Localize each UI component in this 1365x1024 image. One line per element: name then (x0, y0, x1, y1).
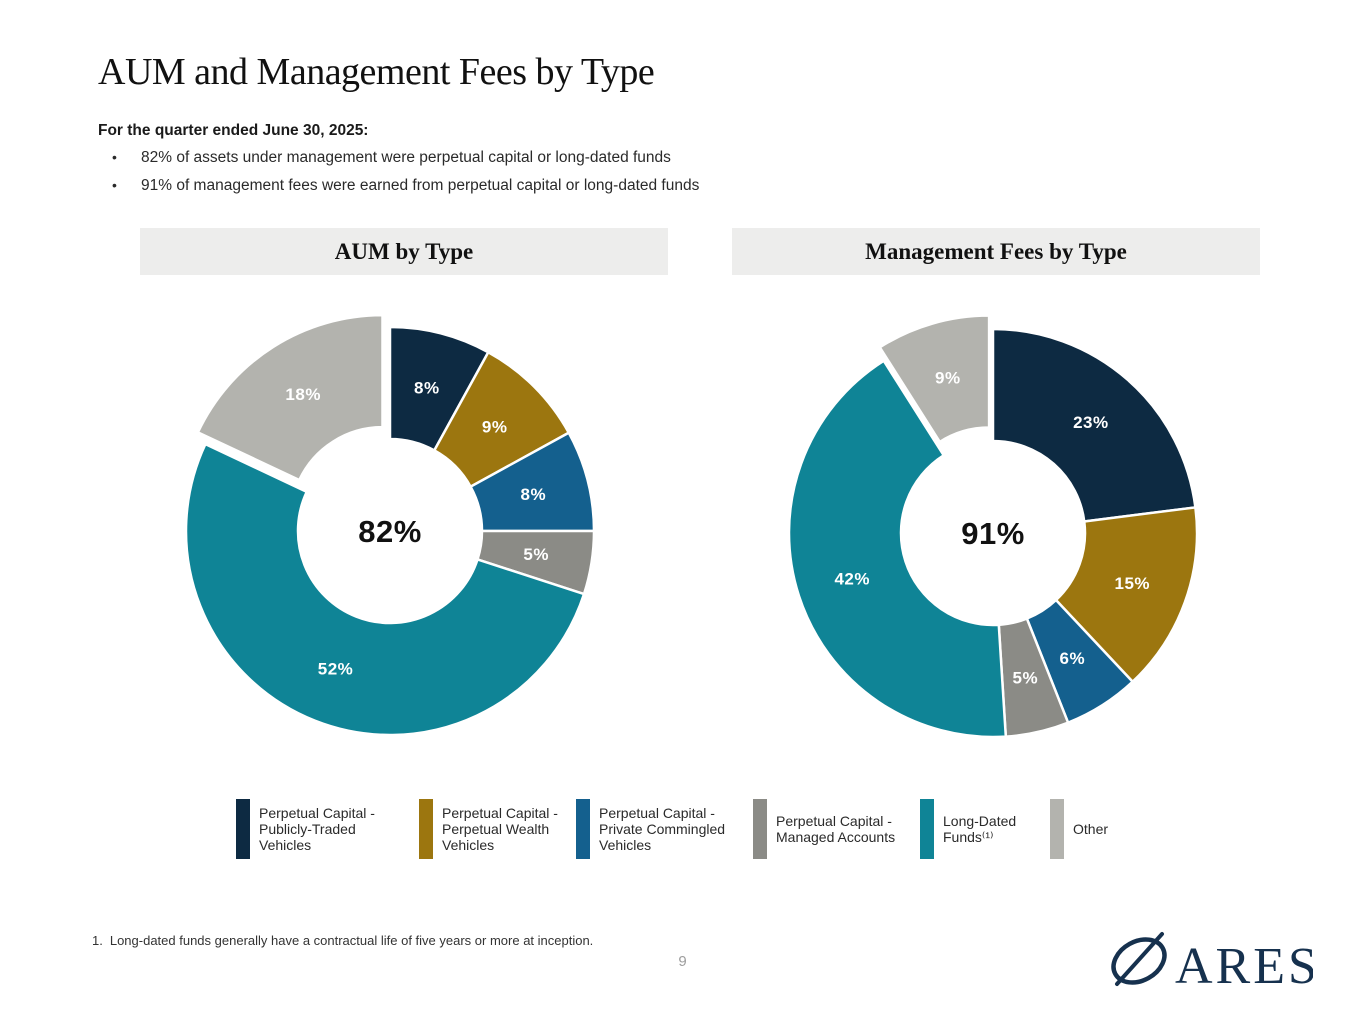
legend-item-2: Perpetual Capital - Private Commingled V… (576, 799, 741, 859)
legend-swatch (920, 799, 934, 859)
slice-value-label: 15% (1114, 574, 1150, 593)
bullet-item-1: • 91% of management fees were earned from… (112, 177, 699, 205)
slice-value-label: 5% (1012, 668, 1038, 687)
chart-legend: Perpetual Capital - Publicly-Traded Vehi… (236, 799, 1135, 859)
bullet-item-0: • 82% of assets under management were per… (112, 149, 699, 177)
donut-slice-perpetual-capital-perpetual-wealth-vehicles (1054, 506, 1199, 684)
bullet-glyph: • (112, 149, 117, 165)
legend-label: Perpetual Capital - Perpetual Wealth Veh… (442, 804, 558, 854)
legend-swatch (576, 799, 590, 859)
donut-center-total: 91% (961, 516, 1025, 551)
legend-swatch (236, 799, 250, 859)
donut-slice-perpetual-capital-publicly-traded-vehicles (991, 327, 1197, 523)
legend-item-5: Other (1050, 799, 1123, 859)
donut-slice-long-dated-funds (184, 442, 586, 737)
slice-value-label: 8% (521, 485, 547, 504)
fees-chart-title: Management Fees by Type (732, 228, 1260, 275)
legend-label: Perpetual Capital - Publicly-Traded Vehi… (259, 804, 375, 854)
slice-value-label: 9% (935, 368, 961, 387)
bullet-glyph: • (112, 177, 117, 193)
ares-logo: ARES (1111, 932, 1313, 995)
legend-label: Long-Dated Funds⁽¹⁾ (943, 812, 1017, 845)
legend-item-1: Perpetual Capital - Perpetual Wealth Veh… (419, 799, 564, 859)
ares-logo-mark (1111, 932, 1167, 986)
slice-value-label: 8% (414, 379, 440, 398)
legend-label: Perpetual Capital - Managed Accounts (776, 812, 896, 845)
legend-swatch (1050, 799, 1064, 859)
legend-item-0: Perpetual Capital - Publicly-Traded Vehi… (236, 799, 407, 859)
page-number: 9 (678, 953, 687, 970)
slice-value-label: 23% (1073, 413, 1109, 432)
ares-logo-text: ARES (1175, 938, 1313, 995)
legend-item-3: Perpetual Capital - Managed Accounts (753, 799, 908, 859)
fees-donut-chart: 23% 15% 6% 5% 42% 9% 91% (787, 314, 1199, 739)
intro-heading: For the quarter ended June 30, 2025: (98, 122, 369, 139)
slice-value-label: 5% (523, 545, 549, 564)
footnote-marker: 1. (92, 933, 103, 948)
bullet-list: • 82% of assets under management were per… (112, 149, 699, 205)
slice-value-label: 18% (285, 385, 321, 404)
page-title: AUM and Management Fees by Type (98, 51, 655, 93)
bullet-text: 82% of assets under management were perp… (141, 149, 671, 166)
donut-slice-other (196, 313, 384, 482)
legend-label: Perpetual Capital - Private Commingled V… (599, 804, 726, 854)
slice-value-label: 52% (318, 660, 354, 679)
slice-value-label: 42% (834, 570, 870, 589)
donut-slice-other (878, 314, 991, 444)
footnote-text: Long-dated funds generally have a contra… (109, 933, 594, 948)
footnote: 1. Long-dated funds generally have a cont… (92, 933, 593, 948)
legend-label: Other (1073, 820, 1109, 837)
legend-item-4: Long-Dated Funds⁽¹⁾ (920, 799, 1038, 859)
legend-swatch (753, 799, 767, 859)
aum-chart-title: AUM by Type (140, 228, 668, 275)
donut-center-total: 82% (358, 514, 422, 549)
donut-slice-long-dated-funds (787, 359, 1008, 739)
bullet-text: 91% of management fees were earned from … (141, 177, 700, 194)
slice-value-label: 6% (1060, 649, 1086, 668)
legend-swatch (419, 799, 433, 859)
slice-value-label: 9% (482, 417, 508, 436)
aum-donut-chart: 8% 9% 8% 5% 52% 18% 82% (184, 313, 596, 737)
